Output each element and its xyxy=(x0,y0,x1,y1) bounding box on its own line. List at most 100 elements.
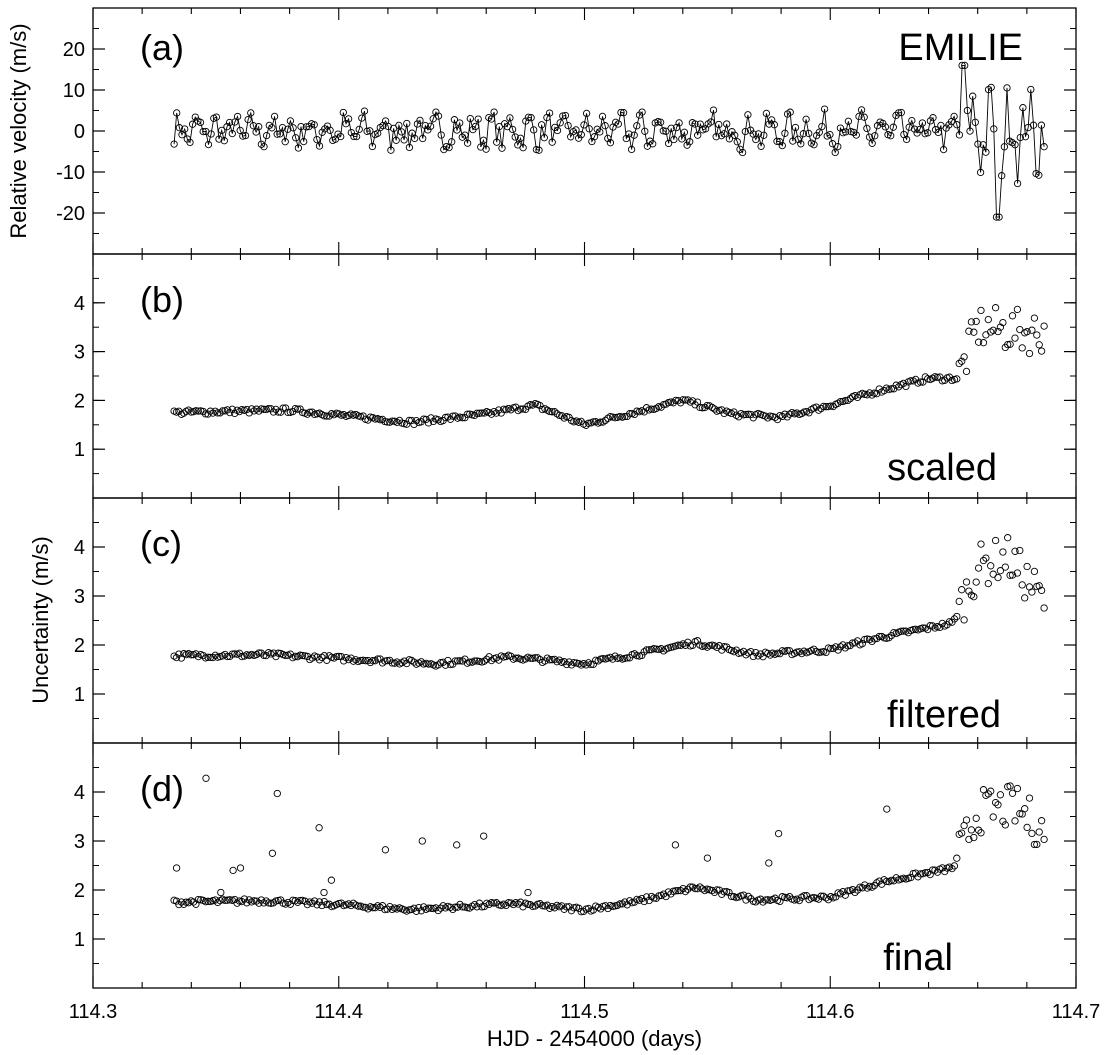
data-point xyxy=(478,409,486,417)
data-point xyxy=(387,146,395,154)
data-point xyxy=(934,128,942,137)
data-point xyxy=(863,124,871,133)
data-point xyxy=(493,138,501,146)
data-point xyxy=(262,897,270,905)
data-point xyxy=(955,359,963,368)
data-point xyxy=(233,112,242,121)
data-point xyxy=(664,888,673,896)
data-point xyxy=(487,899,496,907)
data-point xyxy=(441,413,450,422)
data-point xyxy=(625,130,633,138)
data-point xyxy=(470,411,479,420)
data-point xyxy=(1029,121,1038,129)
data-point xyxy=(642,404,651,412)
data-point xyxy=(924,129,932,137)
panel-label-a: (a) xyxy=(140,27,184,68)
data-point xyxy=(255,649,263,657)
data-point xyxy=(260,899,268,907)
data-point xyxy=(977,540,985,548)
data-point xyxy=(532,145,541,154)
data-point xyxy=(861,635,869,644)
data-point xyxy=(463,904,471,912)
data-point xyxy=(516,898,525,906)
data-point xyxy=(972,814,980,822)
data-point xyxy=(902,135,911,144)
data-point xyxy=(359,903,367,911)
data-point xyxy=(972,578,980,586)
data-point xyxy=(715,642,723,650)
data-point xyxy=(209,653,217,662)
data-point xyxy=(659,400,668,409)
data-point xyxy=(470,657,479,665)
data-point xyxy=(315,824,323,832)
data-point xyxy=(626,897,634,905)
data-point xyxy=(509,900,518,909)
data-point xyxy=(1023,562,1031,571)
data-point xyxy=(173,109,181,117)
data-point xyxy=(623,901,631,909)
data-point xyxy=(292,134,300,142)
data-point xyxy=(358,114,366,122)
data-point xyxy=(572,126,580,134)
data-point xyxy=(759,653,767,661)
data-point xyxy=(273,789,281,798)
data-point xyxy=(175,650,183,658)
data-point xyxy=(785,892,794,901)
data-point xyxy=(526,901,534,909)
data-point xyxy=(498,144,506,152)
data-point xyxy=(424,904,433,912)
data-point xyxy=(938,864,946,872)
data-point xyxy=(676,886,685,895)
data-point xyxy=(294,898,302,906)
data-point xyxy=(407,416,416,425)
data-point xyxy=(916,870,925,878)
data-point xyxy=(318,901,326,910)
velocity-series-line xyxy=(173,64,1045,218)
plot-root: -20 -10 0 10 20 (a) EMILIE Relative velocity (m… xyxy=(6,7,1100,1051)
data-point xyxy=(475,409,484,417)
data-point xyxy=(931,866,939,874)
data-point xyxy=(453,126,461,134)
data-point xyxy=(300,137,308,146)
data-point xyxy=(880,387,888,395)
data-point xyxy=(471,122,480,131)
data-point xyxy=(817,404,825,413)
data-point xyxy=(766,651,774,659)
data-point xyxy=(536,900,544,908)
data-point xyxy=(999,817,1007,825)
data-point xyxy=(892,874,900,882)
data-point xyxy=(250,407,258,415)
data-point xyxy=(364,905,372,913)
data-point xyxy=(192,900,200,908)
data-point xyxy=(650,894,658,902)
data-point xyxy=(366,127,374,135)
data-point xyxy=(662,127,670,135)
data-point xyxy=(1018,581,1026,589)
data-point xyxy=(548,138,556,146)
data-point xyxy=(698,885,707,893)
data-point xyxy=(344,115,353,123)
data-point xyxy=(640,408,648,416)
data-point xyxy=(999,318,1007,327)
y-tick-label: 1 xyxy=(74,439,85,461)
data-point xyxy=(270,112,279,121)
data-point xyxy=(910,125,919,133)
data-point xyxy=(982,554,990,562)
data-point xyxy=(960,353,968,361)
data-point xyxy=(970,593,978,601)
data-point xyxy=(191,113,199,121)
data-point xyxy=(252,650,261,659)
data-point xyxy=(315,898,324,906)
panel-c: 1 2 3 4 (c) filtered Uncertainty (m/s) xyxy=(28,497,1077,744)
data-point xyxy=(294,144,303,152)
data-point xyxy=(526,401,534,409)
data-point xyxy=(437,131,445,139)
data-point xyxy=(810,141,818,149)
x-tick-label: 114.4 xyxy=(314,1001,363,1023)
data-point xyxy=(645,646,653,654)
y-tick-label: 20 xyxy=(63,39,85,61)
data-point xyxy=(313,135,321,144)
panel-label-c: (c) xyxy=(140,523,182,564)
data-point xyxy=(570,904,578,912)
data-point xyxy=(984,579,992,588)
